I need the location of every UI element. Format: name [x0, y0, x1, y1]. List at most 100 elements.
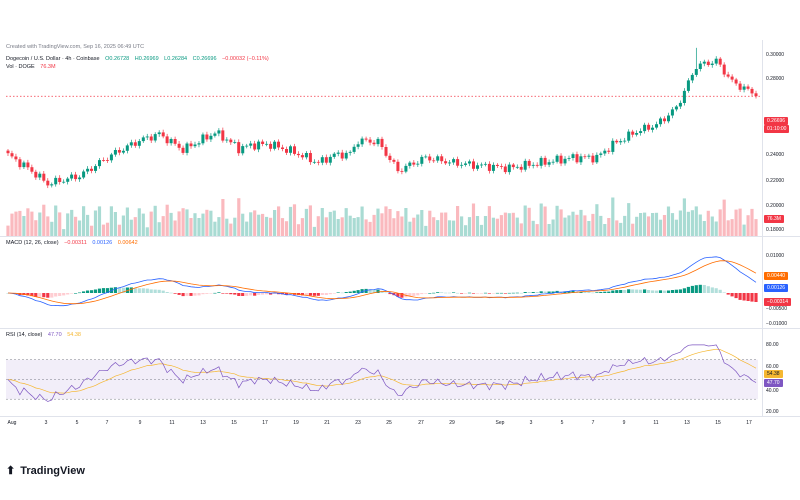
x-tick-label: 5	[75, 420, 79, 426]
candle-body	[233, 142, 237, 143]
volume-bar	[304, 208, 308, 236]
volume-bar	[694, 206, 698, 236]
macd-histogram-bar	[221, 293, 225, 294]
volume-bar	[241, 213, 245, 236]
macd-histogram-bar	[201, 293, 205, 295]
macd-histogram-bar	[42, 293, 46, 298]
volume-bar	[591, 213, 595, 236]
macd-tick: 0.01000	[766, 253, 785, 259]
volume-bar	[599, 215, 603, 236]
macd-histogram-bar	[499, 292, 503, 294]
rsi-label[interactable]: RSI (14, close)	[6, 332, 43, 338]
volume-bar	[507, 213, 511, 236]
volume-bar	[356, 217, 360, 236]
volume-bar	[109, 206, 113, 236]
candle-body	[412, 162, 416, 165]
macd-histogram-bar	[157, 289, 161, 293]
macd-histogram-bar	[300, 293, 304, 296]
macd-histogram-bar	[702, 285, 706, 293]
volume-bar	[471, 203, 476, 236]
macd-histogram-bar	[623, 290, 627, 293]
x-tick-label: 15	[715, 420, 721, 426]
volume-bar	[30, 211, 34, 236]
macd-histogram-bar	[101, 288, 106, 293]
symbol-title[interactable]: Dogecoin / U.S. Dollar · 4h · Coinbase	[6, 56, 100, 62]
volume-bar	[678, 210, 682, 236]
candle-body	[185, 143, 189, 153]
rsi-tick: 60.00	[766, 364, 779, 370]
macd-histogram-bar	[408, 293, 412, 297]
rsi-tick: 80.00	[766, 342, 779, 348]
volume-bar	[408, 221, 412, 236]
x-tick-label: 11	[653, 420, 659, 426]
candle-body	[328, 156, 332, 163]
candle-body	[559, 155, 563, 164]
macd-histogram-bar	[113, 287, 117, 293]
candle-body	[527, 160, 531, 166]
x-tick-label: 13	[200, 420, 206, 426]
candle-body	[66, 178, 70, 182]
volume-bar	[229, 223, 233, 236]
x-tick-label: 5	[560, 420, 564, 426]
candle-body	[332, 153, 336, 157]
candle-body	[312, 161, 316, 163]
volume-bar	[491, 217, 495, 236]
macd-histogram-bar	[58, 293, 62, 296]
macd-histogram-bar	[133, 288, 137, 293]
candle-body	[153, 134, 157, 141]
macd-histogram-bar	[464, 293, 468, 294]
rsi-legend: RSI (14, close) 47.70 54.38	[6, 332, 85, 338]
macd-label[interactable]: MACD (12, 26, close)	[6, 240, 59, 246]
candle-body	[285, 149, 289, 153]
tradingview-logo[interactable]: ⬆ TradingView	[6, 464, 85, 477]
macd-histogram-bar	[54, 293, 58, 297]
candle-body	[384, 147, 388, 156]
candle-body	[193, 144, 197, 147]
volume-bar	[583, 215, 587, 236]
volume-bar	[105, 222, 110, 236]
volume-bar	[145, 227, 149, 236]
volume-bar	[336, 219, 340, 236]
macd-histogram-bar	[503, 293, 507, 294]
volume-bar	[237, 198, 241, 236]
volume-bar	[456, 206, 460, 236]
macd-histogram-bar	[97, 288, 102, 293]
candle-body	[273, 141, 277, 149]
rsi-ma-value: 54.38	[67, 332, 81, 338]
candle-body	[456, 159, 460, 166]
volume-bar	[38, 212, 42, 236]
candle-body	[197, 143, 201, 145]
macd-histogram-bar	[670, 290, 675, 293]
macd-histogram-bar	[475, 293, 480, 294]
macd-histogram-bar	[647, 290, 651, 293]
candle-body	[102, 160, 106, 161]
candle-body	[181, 147, 185, 153]
volume-bar	[50, 221, 54, 236]
volume-bar	[42, 204, 46, 236]
candle-body	[754, 93, 758, 97]
candle-body	[113, 150, 117, 155]
volume-bar	[316, 216, 320, 236]
x-tick-label: 9	[622, 420, 626, 426]
price-tick: 0.30000	[766, 52, 785, 58]
x-tick-label: 19	[293, 420, 299, 426]
candle-body	[483, 163, 487, 165]
volume-bar	[658, 219, 663, 236]
candle-body	[575, 154, 579, 163]
candle-body	[217, 130, 221, 134]
volume-bar	[384, 206, 388, 236]
countdown-badge: 01:10:00	[764, 125, 790, 133]
volume-bar	[364, 219, 368, 236]
macd-histogram-bar	[491, 293, 495, 294]
macd-histogram-bar	[603, 291, 607, 293]
candle-body	[476, 165, 480, 169]
macd-histogram-bar	[269, 293, 273, 295]
volume-bar	[654, 212, 659, 236]
candle-body	[300, 155, 304, 158]
macd-histogram-bar	[308, 293, 312, 296]
candle-body	[615, 140, 619, 143]
macd-histogram-bar	[507, 292, 511, 294]
candle-body	[221, 130, 225, 141]
volume-bar	[169, 212, 173, 236]
